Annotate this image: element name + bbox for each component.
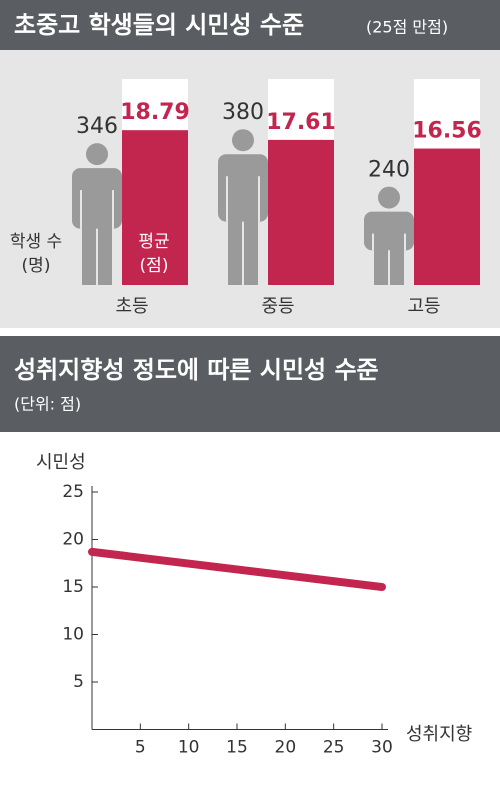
legend-label: 평균 (점) [138, 232, 170, 276]
count-label: 380 [222, 100, 264, 125]
person-leg [228, 219, 242, 285]
person-head [378, 186, 400, 209]
bar [268, 139, 334, 285]
person-leg [390, 248, 404, 285]
person-body [72, 168, 122, 229]
x-tick-label: 중등 [261, 296, 294, 317]
header-bar [0, 0, 500, 50]
y-axis-label: 시민성 [36, 452, 86, 473]
count-label: 240 [368, 158, 410, 183]
x-tick-label: 10 [178, 738, 200, 758]
x-tick-label: 20 [275, 738, 297, 758]
x-axis-label: 성취지향 [406, 724, 472, 745]
line [88, 547, 386, 591]
y-tick-label: 20 [62, 530, 84, 550]
y-tick-label: 25 [62, 482, 84, 502]
chart-title: 초중고 학생들의 시민성 수준 [14, 11, 304, 39]
person-arm-gap [258, 176, 260, 222]
person-arm-gap [372, 233, 374, 251]
y-tick-label: 10 [62, 625, 84, 645]
person-body [364, 211, 414, 251]
person-head [86, 143, 108, 166]
person-leg [98, 226, 112, 285]
chart-title: 성취지향성 정도에 따른 시민성 수준 [14, 356, 379, 384]
person-icon [218, 129, 268, 285]
person-icon [72, 143, 122, 285]
person-leg [82, 226, 96, 285]
x-tick-label: 25 [323, 738, 345, 758]
x-tick-label: 15 [226, 738, 248, 758]
chart-subtitle: (단위: 점) [14, 395, 81, 414]
x-tick-label: 초등 [115, 296, 148, 317]
y-tick-label: 5 [73, 672, 84, 692]
person-body [218, 154, 268, 222]
legend-label: 학생 수 (명) [9, 232, 63, 276]
count-label: 346 [76, 114, 118, 139]
person-arm-gap [226, 176, 228, 222]
person-arm-gap [80, 190, 82, 229]
chart-subtitle: (25점 만점) [366, 18, 448, 37]
header-bar [0, 336, 500, 432]
person-arm-gap [112, 190, 114, 229]
x-tick-label: 5 [135, 738, 146, 758]
bar [122, 130, 188, 285]
person-leg [244, 219, 258, 285]
x-tick-label: 고등 [407, 296, 440, 317]
value-label: 16.56 [412, 119, 482, 144]
person-arm-gap [404, 233, 406, 251]
person-leg [374, 248, 388, 285]
value-label: 18.79 [120, 100, 190, 125]
bar [414, 148, 480, 285]
value-label: 17.61 [266, 110, 336, 135]
x-tick-label: 30 [371, 738, 393, 758]
person-head [232, 129, 254, 152]
y-tick-label: 15 [62, 577, 84, 597]
person-icon [364, 186, 414, 285]
